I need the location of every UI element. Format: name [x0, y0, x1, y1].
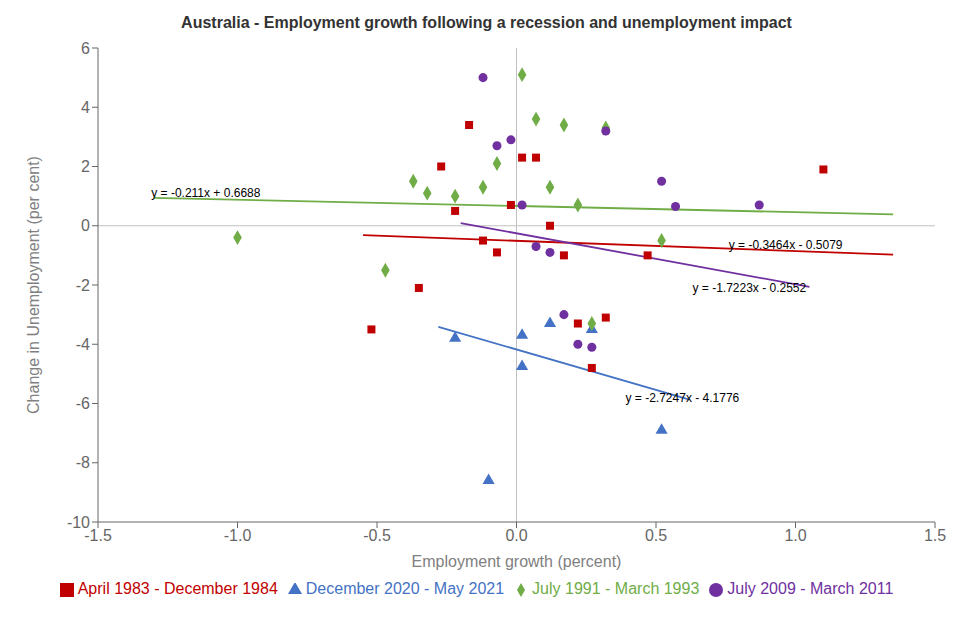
svg-text:0.5: 0.5 — [645, 527, 667, 544]
svg-text:y = -2.7247x - 4.1776: y = -2.7247x - 4.1776 — [626, 391, 740, 405]
html-text:Australia - Employment growth: Australia - Employment growth following … — [181, 14, 792, 31]
svg-text:-1.0: -1.0 — [224, 527, 252, 544]
svg-text:0.0: 0.0 — [505, 527, 527, 544]
svg-text:Change in Unemployment (per ce: Change in Unemployment (per cent) — [25, 156, 42, 414]
svg-text:1.0: 1.0 — [784, 527, 806, 544]
svg-text:-8: -8 — [76, 454, 90, 471]
svg-text:Employment growth (percent): Employment growth (percent) — [412, 553, 622, 570]
svg-text:0: 0 — [81, 217, 90, 234]
svg-text:-10: -10 — [67, 514, 90, 531]
svg-text:-1.5: -1.5 — [84, 527, 112, 545]
svg-text:2: 2 — [81, 158, 90, 175]
svg-text:-2: -2 — [76, 277, 90, 294]
html-text:December 2020 - May 2021: December 2020 - May 2021 — [305, 580, 505, 597]
svg-text:y = -0.3464x - 0.5079: y = -0.3464x - 0.5079 — [729, 238, 843, 252]
svg-text:-6: -6 — [76, 395, 90, 412]
svg-text:6: 6 — [81, 40, 90, 57]
svg-text:y = -1.7223x - 0.2552: y = -1.7223x - 0.2552 — [692, 281, 806, 295]
svg-text:4: 4 — [81, 99, 90, 116]
svg-text:-0.5: -0.5 — [363, 527, 391, 544]
svg-text:y = -0.211x + 0.6688: y = -0.211x + 0.6688 — [151, 186, 261, 200]
svg-text:-4: -4 — [76, 336, 90, 353]
html-text:July 1991 - March 1993: July 1991 - March 1993 — [532, 580, 700, 597]
svg-text:1.5: 1.5 — [924, 527, 946, 544]
html-text:July 2009 - March 2011: July 2009 - March 2011 — [727, 580, 894, 597]
html-text:April 1983 - December 1984: April 1983 - December 1984 — [77, 580, 278, 597]
